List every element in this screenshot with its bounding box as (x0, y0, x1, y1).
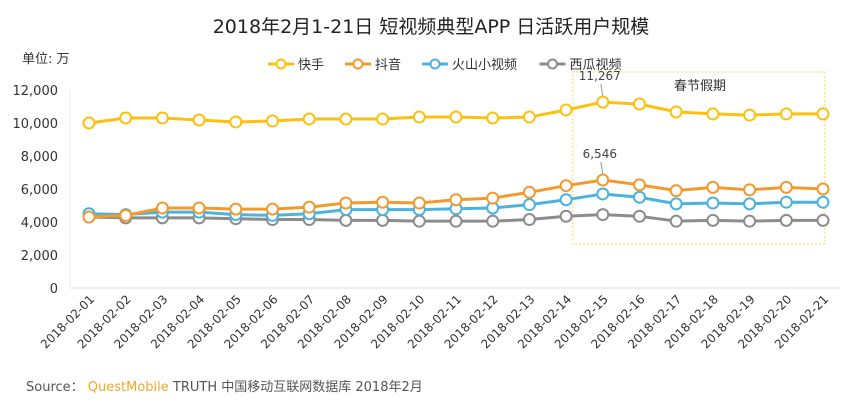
data-point (522, 198, 536, 212)
legend-marker (429, 58, 441, 70)
data-point (339, 213, 353, 227)
data-point (743, 214, 757, 228)
data-point (302, 112, 316, 126)
data-point (155, 201, 169, 215)
source-rest: TRUTH 中国移动互联网数据库 2018年2月 (172, 380, 423, 395)
data-point (559, 103, 573, 117)
data-point (596, 173, 610, 187)
data-point (449, 214, 463, 228)
data-point (633, 190, 646, 204)
data-point (266, 202, 279, 216)
legend-marker (547, 58, 558, 70)
data-point (743, 108, 757, 122)
data-point (522, 213, 536, 227)
data-point (816, 195, 830, 209)
holiday-label: 春节假期 (674, 79, 726, 94)
data-point (706, 196, 720, 210)
data-point (229, 202, 243, 216)
data-label-leader (600, 84, 604, 97)
data-point (119, 208, 133, 222)
data-point (155, 111, 169, 125)
data-label: 6,546 (583, 147, 617, 161)
data-label-leader (600, 161, 604, 175)
data-point (412, 214, 426, 228)
data-point (82, 116, 96, 130)
data-point (376, 112, 390, 126)
data-point (816, 182, 830, 196)
data-point (522, 185, 536, 199)
data-point (633, 209, 646, 223)
data-point (119, 111, 133, 125)
data-point (449, 110, 463, 124)
data-point (376, 213, 390, 227)
data-point (633, 178, 646, 192)
y-tick-label: 10,000 (13, 117, 59, 132)
data-point (82, 210, 96, 224)
data-point (412, 110, 426, 124)
y-tick-label: 6,000 (21, 183, 58, 198)
data-point (743, 197, 757, 211)
data-point (559, 193, 573, 207)
data-point (559, 209, 573, 223)
data-point (596, 187, 610, 201)
unit-label: 单位: 万 (22, 52, 70, 67)
y-tick-label: 8,000 (21, 150, 58, 165)
data-point (706, 213, 720, 227)
data-point (449, 193, 463, 207)
data-point (669, 214, 683, 228)
data-point (339, 196, 353, 210)
data-point (706, 107, 720, 121)
data-point (633, 97, 646, 111)
legend-label: 抖音 (375, 57, 401, 73)
data-point (596, 95, 610, 109)
source-note: Source： QuestMobile TRUTH 中国移动互联网数据库 201… (26, 376, 423, 395)
data-point (486, 191, 500, 205)
data-point (816, 213, 830, 227)
data-point (559, 179, 573, 193)
data-label: 11,267 (579, 69, 621, 83)
data-point (192, 113, 206, 127)
y-tick-label: 2,000 (21, 249, 58, 264)
data-point (743, 183, 757, 197)
data-point (779, 213, 793, 227)
y-tick-label: 0 (50, 282, 58, 297)
source-prefix: Source： (26, 380, 84, 395)
data-point (376, 195, 390, 209)
data-point (339, 112, 353, 126)
legend-marker (275, 58, 287, 70)
y-tick-label: 12,000 (13, 84, 59, 99)
data-point (229, 115, 243, 129)
chart-title: 2018年2月1-21日 短视频典型APP 日活跃用户规模 (212, 16, 650, 38)
data-point (266, 114, 279, 128)
data-point (596, 208, 610, 222)
data-point (669, 105, 683, 119)
source-brand: QuestMobile (87, 380, 169, 395)
legend-label: 火山小视频 (452, 58, 517, 73)
data-point (486, 111, 500, 125)
data-point (779, 107, 793, 121)
data-point (779, 195, 793, 209)
data-point (816, 107, 830, 121)
y-tick-label: 4,000 (21, 216, 58, 231)
data-point (706, 180, 720, 194)
data-point (669, 184, 683, 198)
data-point (486, 214, 500, 228)
legend-label: 快手 (298, 58, 324, 73)
data-point (412, 196, 426, 210)
legend-marker (352, 58, 364, 70)
data-point (779, 180, 793, 194)
data-point (522, 110, 536, 124)
legend-label: 西瓜视频 (570, 58, 622, 73)
data-point (192, 201, 206, 215)
data-point (302, 200, 316, 214)
line-chart: 02,0004,0006,0008,00010,00012,0002018-02… (13, 57, 840, 351)
data-point (669, 197, 683, 211)
